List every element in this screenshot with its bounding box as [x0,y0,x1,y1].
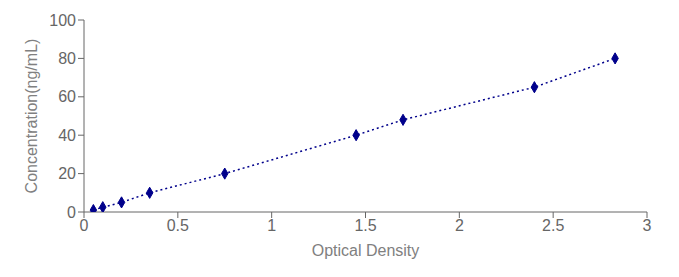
svg-text:100: 100 [49,12,76,29]
svg-text:60: 60 [58,88,76,105]
svg-text:80: 80 [58,50,76,67]
svg-text:Optical Density: Optical Density [312,242,420,259]
svg-text:0: 0 [80,217,89,234]
svg-text:40: 40 [58,127,76,144]
svg-text:2: 2 [455,217,464,234]
svg-text:20: 20 [58,165,76,182]
svg-text:2.5: 2.5 [542,217,564,234]
svg-text:3: 3 [643,217,652,234]
svg-text:1: 1 [267,217,276,234]
svg-text:0: 0 [67,204,76,221]
svg-text:0.5: 0.5 [167,217,189,234]
svg-text:1.5: 1.5 [354,217,376,234]
svg-text:Concentration(ng/mL): Concentration(ng/mL) [23,39,40,194]
